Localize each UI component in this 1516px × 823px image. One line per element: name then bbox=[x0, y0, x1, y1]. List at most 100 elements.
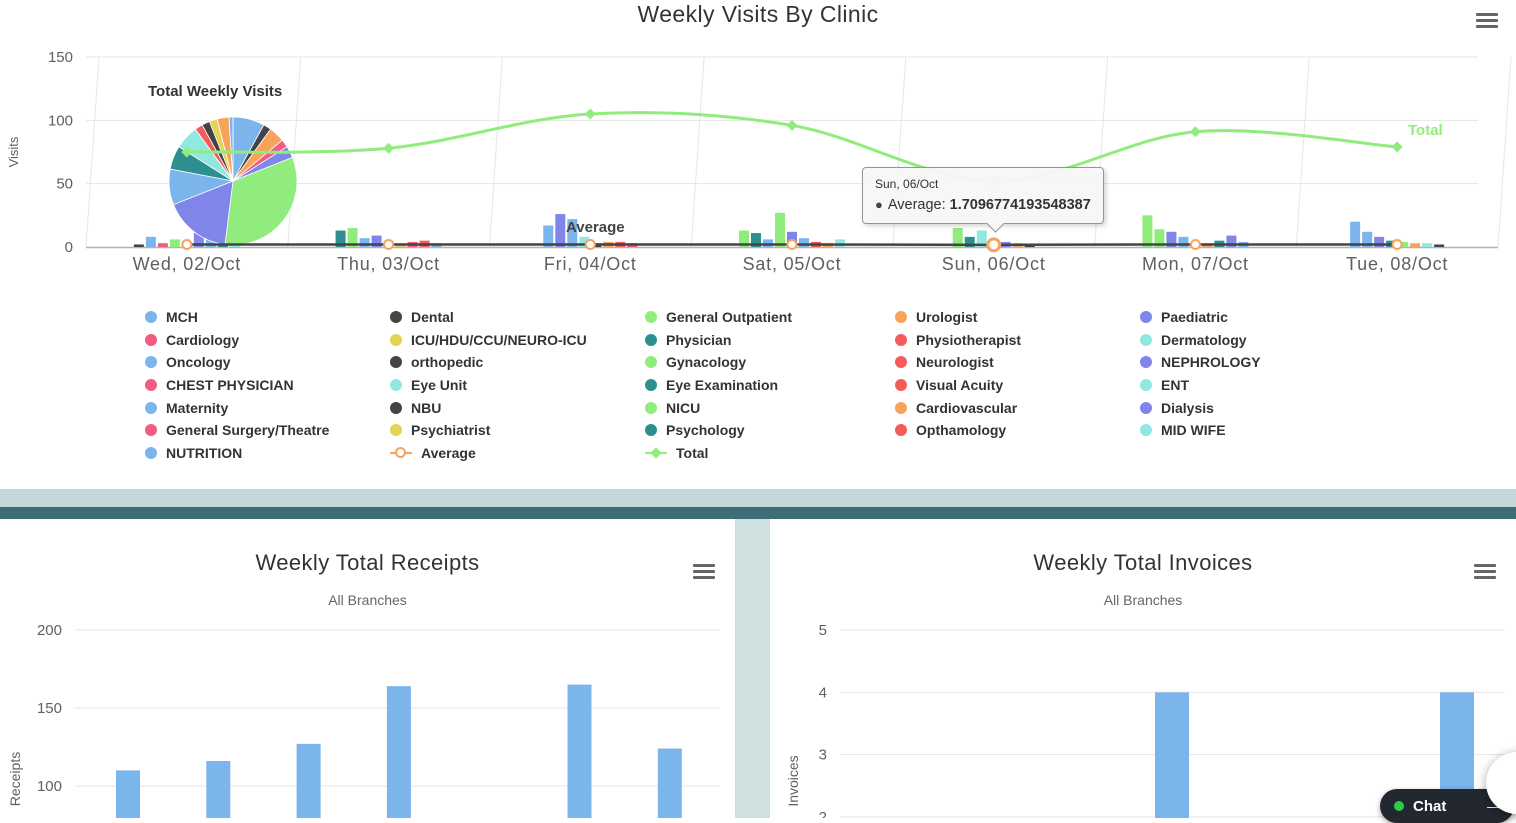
legend-item-visual-acuity[interactable]: Visual Acuity bbox=[895, 377, 1140, 393]
receipt-bar[interactable] bbox=[116, 770, 140, 818]
clinic-column[interactable] bbox=[555, 214, 565, 247]
legend-label: Neurologist bbox=[916, 354, 994, 370]
total-marker[interactable] bbox=[383, 143, 394, 154]
circle-marker-icon bbox=[1140, 311, 1152, 323]
legend-item-total[interactable]: Total bbox=[645, 445, 895, 461]
circle-marker-icon bbox=[145, 311, 157, 323]
average-marker[interactable] bbox=[988, 239, 1000, 251]
receipt-bar[interactable] bbox=[206, 761, 230, 818]
legend-item-nicu[interactable]: NICU bbox=[645, 400, 895, 416]
average-marker[interactable] bbox=[182, 240, 191, 249]
legend-item-physiotherapist[interactable]: Physiotherapist bbox=[895, 332, 1140, 348]
legend-label: NEPHROLOGY bbox=[1161, 354, 1261, 370]
tooltip-series-label: Average: bbox=[888, 197, 946, 213]
circle-marker-icon bbox=[145, 424, 157, 436]
legend-item-mch[interactable]: MCH bbox=[145, 309, 390, 325]
clinic-column[interactable] bbox=[170, 239, 180, 247]
legend-item-oncology[interactable]: Oncology bbox=[145, 354, 390, 370]
legend-item-gynacology[interactable]: Gynacology bbox=[645, 354, 895, 370]
legend-label: NUTRITION bbox=[166, 445, 242, 461]
legend-label: Psychology bbox=[666, 422, 745, 438]
x-gridline bbox=[86, 57, 99, 247]
legend-item-eye-unit[interactable]: Eye Unit bbox=[390, 377, 645, 393]
legend-label: Dialysis bbox=[1161, 400, 1214, 416]
legend-item-physician[interactable]: Physician bbox=[645, 332, 895, 348]
receipt-bar[interactable] bbox=[297, 744, 321, 818]
average-marker[interactable] bbox=[788, 240, 797, 249]
total-marker[interactable] bbox=[1190, 126, 1201, 137]
circle-marker-icon bbox=[895, 424, 907, 436]
legend-item-mid-wife[interactable]: MID WIFE bbox=[1140, 422, 1350, 438]
y-axis-title: Invoices bbox=[785, 755, 801, 806]
circle-marker-icon bbox=[895, 356, 907, 368]
legend-item-neurologist[interactable]: Neurologist bbox=[895, 354, 1140, 370]
legend-label: Eye Examination bbox=[666, 377, 778, 393]
legend-item-average[interactable]: Average bbox=[390, 445, 645, 461]
legend-item-general-outpatient[interactable]: General Outpatient bbox=[645, 309, 895, 325]
series-bullet-icon: ● bbox=[875, 197, 883, 212]
circle-marker-icon bbox=[1140, 356, 1152, 368]
legend-item-dialysis[interactable]: Dialysis bbox=[1140, 400, 1350, 416]
receipt-bar[interactable] bbox=[658, 749, 682, 818]
clinic-column[interactable] bbox=[775, 213, 785, 247]
legend-item-opthamology[interactable]: Opthamology bbox=[895, 422, 1140, 438]
legend-item-ent[interactable]: ENT bbox=[1140, 377, 1350, 393]
legend-item-nephrology[interactable]: NEPHROLOGY bbox=[1140, 354, 1350, 370]
x-axis-label: Sat, 05/Oct bbox=[743, 254, 842, 274]
total-marker[interactable] bbox=[1392, 141, 1403, 152]
legend-item-dermatology[interactable]: Dermatology bbox=[1140, 332, 1350, 348]
total-marker[interactable] bbox=[787, 120, 798, 131]
clinic-column[interactable] bbox=[1422, 243, 1432, 247]
legend-item-cardiovascular[interactable]: Cardiovascular bbox=[895, 400, 1140, 416]
clinic-column[interactable] bbox=[1350, 222, 1360, 247]
legend-item-orthopedic[interactable]: orthopedic bbox=[390, 354, 645, 370]
legend-item-general-surgery-theatre[interactable]: General Surgery/Theatre bbox=[145, 422, 390, 438]
clinic-column[interactable] bbox=[158, 243, 168, 247]
clinic-column[interactable] bbox=[1142, 215, 1152, 247]
legend-item-icu-hdu-ccu-neuro-icu[interactable]: ICU/HDU/CCU/NEURO-ICU bbox=[390, 332, 645, 348]
legend-item-cardiology[interactable]: Cardiology bbox=[145, 332, 390, 348]
clinic-column[interactable] bbox=[763, 239, 773, 247]
clinic-column[interactable] bbox=[146, 237, 156, 247]
clinic-column[interactable] bbox=[134, 244, 144, 247]
legend-item-eye-examination[interactable]: Eye Examination bbox=[645, 377, 895, 393]
circle-marker-icon bbox=[1140, 402, 1152, 414]
legend-label: General Surgery/Theatre bbox=[166, 422, 329, 438]
legend-item-nbu[interactable]: NBU bbox=[390, 400, 645, 416]
x-axis-label: Wed, 02/Oct bbox=[133, 254, 242, 274]
legend-item-urologist[interactable]: Urologist bbox=[895, 309, 1140, 325]
circle-marker-icon bbox=[1140, 424, 1152, 436]
receipt-bar[interactable] bbox=[568, 685, 592, 818]
x-axis-label: Thu, 03/Oct bbox=[337, 254, 440, 274]
circle-marker-icon bbox=[895, 334, 907, 346]
legend-item-dental[interactable]: Dental bbox=[390, 309, 645, 325]
legend-item-nutrition[interactable]: NUTRITION bbox=[145, 445, 390, 461]
legend-label: Visual Acuity bbox=[916, 377, 1003, 393]
average-marker[interactable] bbox=[384, 240, 393, 249]
legend-item-chest-physician[interactable]: CHEST PHYSICIAN bbox=[145, 377, 390, 393]
legend-item-paediatric[interactable]: Paediatric bbox=[1140, 309, 1350, 325]
average-marker[interactable] bbox=[586, 240, 595, 249]
legend-label: Average bbox=[421, 445, 476, 461]
legend-label: Paediatric bbox=[1161, 309, 1228, 325]
visits-chart-menu-icon[interactable] bbox=[1476, 10, 1498, 31]
average-series-label: Average bbox=[566, 219, 625, 236]
invoice-bar[interactable] bbox=[1155, 692, 1189, 818]
receipt-bar[interactable] bbox=[387, 686, 411, 818]
clinic-column[interactable] bbox=[1410, 243, 1420, 247]
clinic-column[interactable] bbox=[1434, 244, 1444, 247]
legend-item-psychiatrist[interactable]: Psychiatrist bbox=[390, 422, 645, 438]
total-marker[interactable] bbox=[585, 109, 596, 120]
legend-item-maternity[interactable]: Maternity bbox=[145, 400, 390, 416]
legend-item-psychology[interactable]: Psychology bbox=[645, 422, 895, 438]
y-axis-tick: 4 bbox=[819, 684, 827, 701]
circle-marker-icon bbox=[645, 356, 657, 368]
y-axis-tick: 150 bbox=[48, 49, 73, 66]
clinic-column[interactable] bbox=[835, 239, 845, 247]
average-marker[interactable] bbox=[1191, 240, 1200, 249]
average-marker[interactable] bbox=[1393, 240, 1402, 249]
